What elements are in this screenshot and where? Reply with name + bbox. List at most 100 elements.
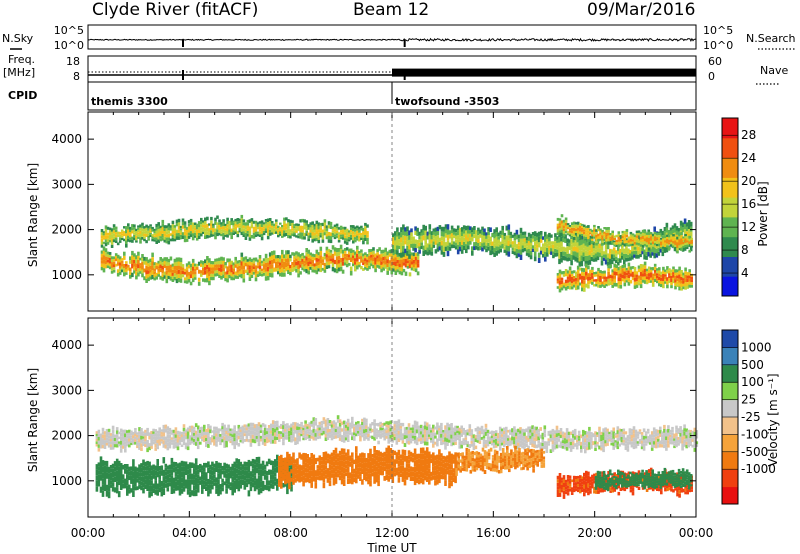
velocity-cell-267 xyxy=(192,479,196,486)
power-cell-243 xyxy=(191,278,195,283)
power-cell-2914 xyxy=(605,235,608,239)
power-cell-2890 xyxy=(597,238,600,242)
power-cell-860 xyxy=(100,244,104,248)
power-cell-2685 xyxy=(660,284,663,288)
velocity-cell-1578 xyxy=(476,440,480,443)
power-cell-2920 xyxy=(607,235,610,239)
power-cell-1375 xyxy=(287,235,290,239)
power-cell-749 xyxy=(378,265,381,269)
power-cell-369 xyxy=(238,268,242,272)
power-cell-1955 xyxy=(525,252,529,256)
power-cell-295 xyxy=(212,270,215,274)
power-cell-474 xyxy=(277,264,280,268)
power-cell-1420 xyxy=(303,226,306,230)
power-cell-2159 xyxy=(598,252,602,258)
velocity-cell-152 xyxy=(150,475,153,481)
power-cell-2199 xyxy=(614,256,618,260)
power-cell-2153 xyxy=(596,256,600,261)
power-cell-1277 xyxy=(250,224,254,229)
power-cell-2630 xyxy=(639,272,643,276)
velocity-cell-1117 xyxy=(304,420,307,424)
power-cell-573 xyxy=(311,253,314,257)
power-cell-1258 xyxy=(242,222,246,226)
power-cell-592 xyxy=(319,263,323,268)
power-cell-2510 xyxy=(595,284,598,287)
power-cell-466 xyxy=(272,250,276,255)
power-cell-2049 xyxy=(560,252,563,258)
velocity-cell-572 xyxy=(107,435,111,439)
power-cell-2251 xyxy=(635,250,638,255)
velocity-cell-1408 xyxy=(413,439,417,444)
velocity-cell-275 xyxy=(194,464,198,471)
power-cell-962 xyxy=(137,225,140,228)
power-cell-2432 xyxy=(564,279,568,284)
power-cell-1139 xyxy=(200,221,203,225)
velocity-cell-64 xyxy=(117,466,121,473)
power-cell-2124 xyxy=(586,256,590,261)
power-cell-554 xyxy=(305,252,308,257)
power-cell-2493 xyxy=(587,277,590,281)
power-cell-605 xyxy=(323,252,327,257)
power-cell-2626 xyxy=(637,265,641,269)
power-cell-1207 xyxy=(224,226,227,229)
power-cell-1463 xyxy=(317,222,321,226)
velocity-cell-749 xyxy=(170,429,174,433)
power-cell-2481 xyxy=(583,284,586,288)
power-cell-879 xyxy=(106,235,110,239)
power-cell-2947 xyxy=(619,244,623,247)
power-cell-1693 xyxy=(428,234,432,240)
power-cell-2546 xyxy=(607,268,610,272)
power-cell-2413 xyxy=(556,275,560,279)
velocity-cell-1428 xyxy=(419,428,423,432)
power-cell-1425 xyxy=(305,228,308,231)
power-cell-508 xyxy=(289,268,292,272)
velocity-cell-629 xyxy=(128,432,131,436)
power-cell-1234 xyxy=(234,223,237,227)
velocity-cell-74 xyxy=(121,474,125,479)
velocity-cell-1068 xyxy=(288,433,291,437)
power-cell-454 xyxy=(268,260,272,265)
power-cell-2731 xyxy=(676,284,679,287)
velocity-cell-1694 xyxy=(519,437,522,441)
velocity-cell-1006 xyxy=(265,431,269,435)
velocity-cell-430 xyxy=(253,485,257,492)
power-cell-1486 xyxy=(327,235,331,240)
power-cell-1778 xyxy=(460,249,464,254)
power-cell-2628 xyxy=(639,280,643,285)
power-cell-2549 xyxy=(609,278,612,282)
power-cell-1879 xyxy=(497,243,500,247)
velocity-cell-999 xyxy=(263,435,267,439)
power-cell-1873 xyxy=(495,241,498,247)
velocity-cell-1036 xyxy=(276,423,279,428)
power-cell-1500 xyxy=(333,236,337,240)
power-cell-938 xyxy=(129,229,132,233)
power-cell-979 xyxy=(143,228,146,232)
power-cell-1193 xyxy=(220,229,223,232)
power-cell-1495 xyxy=(331,235,335,238)
power-cell-2655 xyxy=(647,266,651,270)
power-cell-3123 xyxy=(682,244,685,246)
power-cell-1912 xyxy=(509,238,513,242)
power-cell-1143 xyxy=(202,227,205,230)
power-cell-2090 xyxy=(574,241,577,247)
power-cell-986 xyxy=(147,238,150,241)
power-cell-393 xyxy=(246,261,250,265)
power-cell-1381 xyxy=(289,235,292,239)
power-cell-692 xyxy=(356,245,359,250)
power-cell-1023 xyxy=(159,233,162,237)
power-cell-1896 xyxy=(503,239,507,243)
power-cell-2147 xyxy=(594,257,598,262)
velocity-cell-136 xyxy=(144,461,147,467)
power-cell-2674 xyxy=(656,278,659,281)
power-cell-413 xyxy=(254,277,258,282)
velocity-cell-1126 xyxy=(308,431,311,435)
velocity-cell-1108 xyxy=(302,432,305,436)
power-cell-726 xyxy=(370,263,373,267)
power-cell-1298 xyxy=(258,229,262,232)
power-cell-469 xyxy=(275,261,278,265)
velocity-cell-1688 xyxy=(517,439,520,443)
velocity-cell-386 xyxy=(237,485,241,492)
power-cell-2870 xyxy=(589,232,592,235)
velocity-cell-588 xyxy=(113,440,117,445)
power-cell-730 xyxy=(370,251,373,255)
